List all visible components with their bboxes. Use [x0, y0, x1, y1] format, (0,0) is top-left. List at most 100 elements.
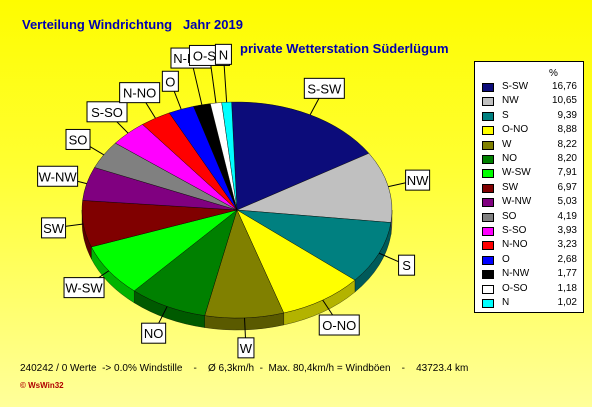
svg-text:S: S — [402, 258, 411, 273]
svg-text:N: N — [219, 47, 228, 62]
pie-label-s: S — [398, 254, 416, 276]
legend-swatch — [482, 255, 494, 265]
chart-title: Verteilung Windrichtung Jahr 2019 — [22, 17, 243, 32]
legend-row-so: SO 4,19 — [475, 210, 583, 226]
legend-row-s: S 9,39 — [475, 109, 583, 125]
legend-label: W-SW — [502, 167, 531, 179]
legend-value: 8,20 — [557, 153, 577, 164]
svg-text:W-NW: W-NW — [39, 169, 78, 184]
chart-subtitle: private Wetterstation Süderlügum — [240, 41, 449, 56]
pie-label-w-sw: W-SW — [63, 277, 105, 299]
pie-label-n: N — [214, 43, 232, 65]
legend-value: 3,23 — [557, 239, 577, 251]
pie-label-so: SO — [65, 128, 91, 150]
legend-row-nw: NW 10,65 — [475, 94, 583, 110]
svg-text:NW: NW — [407, 173, 429, 188]
legend-label: S-SO — [502, 225, 527, 236]
legend-swatch — [482, 97, 494, 107]
legend-value: 2,68 — [557, 253, 577, 265]
svg-text:O: O — [165, 74, 175, 89]
svg-text:W: W — [240, 341, 253, 356]
legend-value: 5,03 — [557, 196, 577, 208]
legend-swatch — [482, 83, 494, 92]
legend-value: 6,97 — [557, 181, 577, 193]
legend-label: SW — [502, 181, 519, 193]
legend-value: 8,22 — [557, 138, 577, 150]
pie-label-no: NO — [141, 322, 167, 344]
legend-value: 1,02 — [557, 297, 577, 308]
legend-row-s-so: S-SO 3,93 — [475, 224, 583, 240]
legend-label: O-NO — [502, 124, 529, 136]
pie-label-s-sw: S-SW — [303, 77, 345, 99]
svg-text:O-NO: O-NO — [322, 318, 356, 333]
legend-label: SO — [502, 210, 517, 222]
legend-swatch — [482, 270, 494, 280]
legend-label: N — [502, 297, 510, 308]
legend-swatch — [482, 284, 494, 294]
svg-text:SW: SW — [43, 221, 65, 236]
legend-value: 1,18 — [557, 282, 577, 294]
legend-swatch — [482, 111, 494, 121]
legend-label: S — [502, 109, 509, 121]
wswin-logo: © WsWin32 — [20, 381, 64, 390]
legend-swatch — [482, 169, 494, 179]
legend-swatch — [482, 227, 494, 236]
pie-label-w: W — [237, 337, 255, 359]
legend-row-o-no: O-NO 8,88 — [475, 123, 583, 139]
legend-label: S-SW — [502, 81, 529, 92]
pie-slice-o-no — [236, 209, 356, 314]
legend-row-n-nw: N-NW 1,77 — [475, 267, 583, 283]
pie-label-s-so: S-SO — [86, 101, 128, 123]
legend: % S-SW 16,76 NW 10,65 S 9,39 O-NO 8,88 W 8,22 NO 8,… — [474, 61, 584, 313]
legend-row-n-no: N-NO 3,23 — [475, 238, 583, 254]
svg-text:W-SW: W-SW — [65, 281, 103, 296]
legend-row-o-so: O-SO 1,18 — [475, 282, 583, 298]
legend-label: NO — [502, 153, 517, 164]
pie-slice-s — [236, 209, 392, 281]
legend-percent-header: % — [549, 68, 558, 79]
pie-label-o-no: O-NO — [318, 314, 360, 336]
legend-swatch — [482, 126, 494, 136]
legend-label: O — [502, 253, 510, 265]
legend-value: 4,19 — [557, 210, 577, 222]
legend-value: 8,88 — [557, 124, 577, 136]
legend-label: W — [502, 138, 512, 150]
legend-label: W-NW — [502, 196, 532, 208]
legend-row-w-sw: W-SW 7,91 — [475, 166, 583, 182]
legend-row-s-sw: S-SW 16,76 — [475, 80, 583, 96]
legend-row-sw: SW 6,97 — [475, 181, 583, 197]
pie-label-o: O — [161, 70, 179, 92]
legend-swatch — [482, 155, 494, 164]
legend-label: N-NW — [502, 268, 530, 280]
pie-label-sw: SW — [41, 217, 67, 239]
footer-stats: 240242 / 0 Werte -> 0.0% Windstille - Ø … — [20, 363, 469, 374]
pie-slice-nw — [236, 153, 393, 223]
pie-label-nw: NW — [405, 169, 431, 191]
legend-swatch — [482, 212, 494, 222]
pie-chart: S-SWNWSO-NOWNOW-SWSWW-NWSOS-SON-NOON-NWO… — [37, 43, 431, 359]
legend-label: N-NO — [502, 239, 528, 251]
legend-label: NW — [502, 95, 519, 107]
legend-swatch — [482, 299, 494, 308]
legend-value: 9,39 — [557, 109, 577, 121]
legend-row-no: NO 8,20 — [475, 152, 583, 168]
legend-swatch — [482, 140, 494, 150]
legend-row-w-nw: W-NW 5,03 — [475, 195, 583, 211]
legend-value: 1,77 — [557, 268, 577, 280]
legend-swatch — [482, 241, 494, 251]
svg-text:NO: NO — [144, 326, 164, 341]
pie-slice-n — [221, 101, 238, 211]
pie-label-w-nw: W-NW — [37, 165, 79, 187]
legend-swatch — [482, 198, 494, 208]
svg-text:SO: SO — [69, 132, 88, 147]
svg-text:S-SW: S-SW — [307, 81, 342, 96]
svg-text:S-SO: S-SO — [91, 105, 123, 120]
legend-row-o: O 2,68 — [475, 253, 583, 269]
legend-value: 7,91 — [557, 167, 577, 179]
legend-label: O-SO — [502, 282, 528, 294]
legend-value: 16,76 — [551, 81, 577, 92]
legend-value: 3,93 — [557, 225, 577, 236]
svg-text:N-NO: N-NO — [123, 86, 156, 101]
legend-value: 10,65 — [551, 95, 577, 107]
legend-swatch — [482, 183, 494, 193]
